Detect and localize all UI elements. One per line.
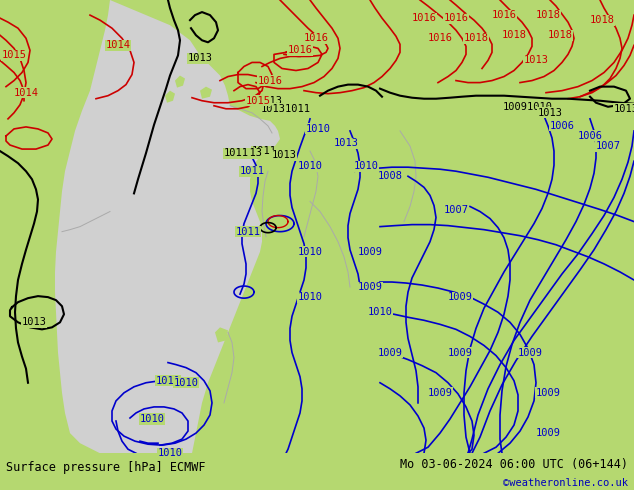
Text: 1009: 1009 <box>536 428 560 438</box>
Text: 1006: 1006 <box>550 121 574 131</box>
Polygon shape <box>55 0 280 453</box>
Text: 1016: 1016 <box>491 10 517 20</box>
Text: 1009: 1009 <box>517 347 543 358</box>
Text: 1016: 1016 <box>411 13 436 23</box>
Text: 1006: 1006 <box>578 131 602 141</box>
Text: 1016: 1016 <box>444 13 469 23</box>
Polygon shape <box>268 184 288 199</box>
Text: 1013: 1013 <box>524 55 548 66</box>
Text: 1016: 1016 <box>257 75 283 86</box>
Text: 1010: 1010 <box>297 292 323 302</box>
Text: 1018: 1018 <box>548 30 573 40</box>
Text: 1014: 1014 <box>105 40 131 50</box>
Text: 1010: 1010 <box>297 247 323 257</box>
Text: 1018: 1018 <box>501 30 526 40</box>
Text: 10091010: 10091010 <box>503 102 553 112</box>
Polygon shape <box>255 171 268 183</box>
Text: 1009: 1009 <box>536 388 560 398</box>
Text: 1016: 1016 <box>427 33 453 43</box>
Text: 1010: 1010 <box>174 378 198 388</box>
Text: 1011: 1011 <box>235 227 261 237</box>
Text: 1013: 1013 <box>188 53 212 63</box>
Text: 1013: 1013 <box>614 104 634 114</box>
Text: 1010: 1010 <box>139 414 164 424</box>
Text: 1018: 1018 <box>463 33 489 43</box>
Polygon shape <box>165 91 175 103</box>
Text: 1011: 1011 <box>240 166 264 176</box>
Text: 1013: 1013 <box>538 108 562 118</box>
Text: 1011: 1011 <box>155 376 181 386</box>
Text: 1013: 1013 <box>22 318 46 327</box>
Text: 1013: 1013 <box>271 150 297 160</box>
Polygon shape <box>6 127 50 147</box>
Text: 1010: 1010 <box>368 307 392 317</box>
Text: 1016: 1016 <box>287 46 313 55</box>
Text: 1007: 1007 <box>444 204 469 215</box>
Text: 1009: 1009 <box>427 388 453 398</box>
Text: 10131011: 10131011 <box>261 104 311 114</box>
Text: 1010: 1010 <box>354 161 378 171</box>
Polygon shape <box>200 87 212 98</box>
Text: ©weatheronline.co.uk: ©weatheronline.co.uk <box>503 478 628 489</box>
Text: 1009: 1009 <box>448 347 472 358</box>
Text: 1008: 1008 <box>377 172 403 181</box>
Text: Surface pressure [hPa] ECMWF: Surface pressure [hPa] ECMWF <box>6 462 206 474</box>
Text: Mo 03-06-2024 06:00 UTC (06+144): Mo 03-06-2024 06:00 UTC (06+144) <box>399 458 628 471</box>
Text: 1011: 1011 <box>224 148 249 158</box>
Text: 1015: 1015 <box>245 96 271 106</box>
Text: 1010: 1010 <box>297 161 323 171</box>
Text: 1010: 1010 <box>306 124 330 134</box>
Text: 1009: 1009 <box>358 282 382 292</box>
Polygon shape <box>175 75 185 88</box>
Text: 1013: 1013 <box>333 138 358 148</box>
Polygon shape <box>215 327 228 343</box>
Text: 1013: 1013 <box>257 96 283 106</box>
Text: 1009: 1009 <box>377 347 403 358</box>
Text: 1013: 1013 <box>238 148 262 158</box>
Text: 1018: 1018 <box>536 10 560 20</box>
Text: 1015: 1015 <box>1 50 27 60</box>
Text: 1009: 1009 <box>358 247 382 257</box>
Text: 1016: 1016 <box>304 33 328 43</box>
Text: 1009: 1009 <box>448 292 472 302</box>
Text: 1011: 1011 <box>252 146 276 156</box>
Text: 1010: 1010 <box>157 448 183 458</box>
Text: 1014: 1014 <box>13 88 39 98</box>
Text: 1018: 1018 <box>590 15 614 25</box>
Text: 1007: 1007 <box>595 141 621 151</box>
